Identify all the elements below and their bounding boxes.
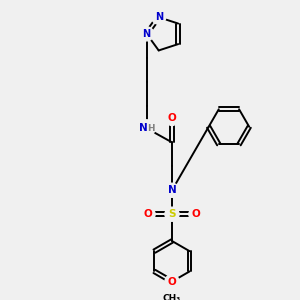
Circle shape — [165, 274, 179, 289]
Text: N: N — [154, 12, 163, 22]
Text: S: S — [168, 209, 176, 219]
Text: H: H — [147, 124, 155, 133]
Text: CH₃: CH₃ — [163, 294, 181, 300]
Text: O: O — [192, 209, 200, 219]
Text: O: O — [168, 277, 176, 286]
Circle shape — [152, 10, 166, 24]
Circle shape — [165, 183, 179, 197]
Circle shape — [141, 207, 155, 221]
Circle shape — [140, 27, 154, 41]
Circle shape — [138, 120, 155, 137]
Text: N: N — [142, 29, 151, 39]
Circle shape — [165, 111, 179, 125]
Text: N: N — [168, 185, 176, 195]
Circle shape — [164, 290, 180, 300]
Text: N: N — [139, 123, 147, 133]
Text: O: O — [144, 209, 152, 219]
Circle shape — [189, 207, 203, 221]
Text: O: O — [168, 113, 176, 123]
Circle shape — [165, 207, 179, 221]
